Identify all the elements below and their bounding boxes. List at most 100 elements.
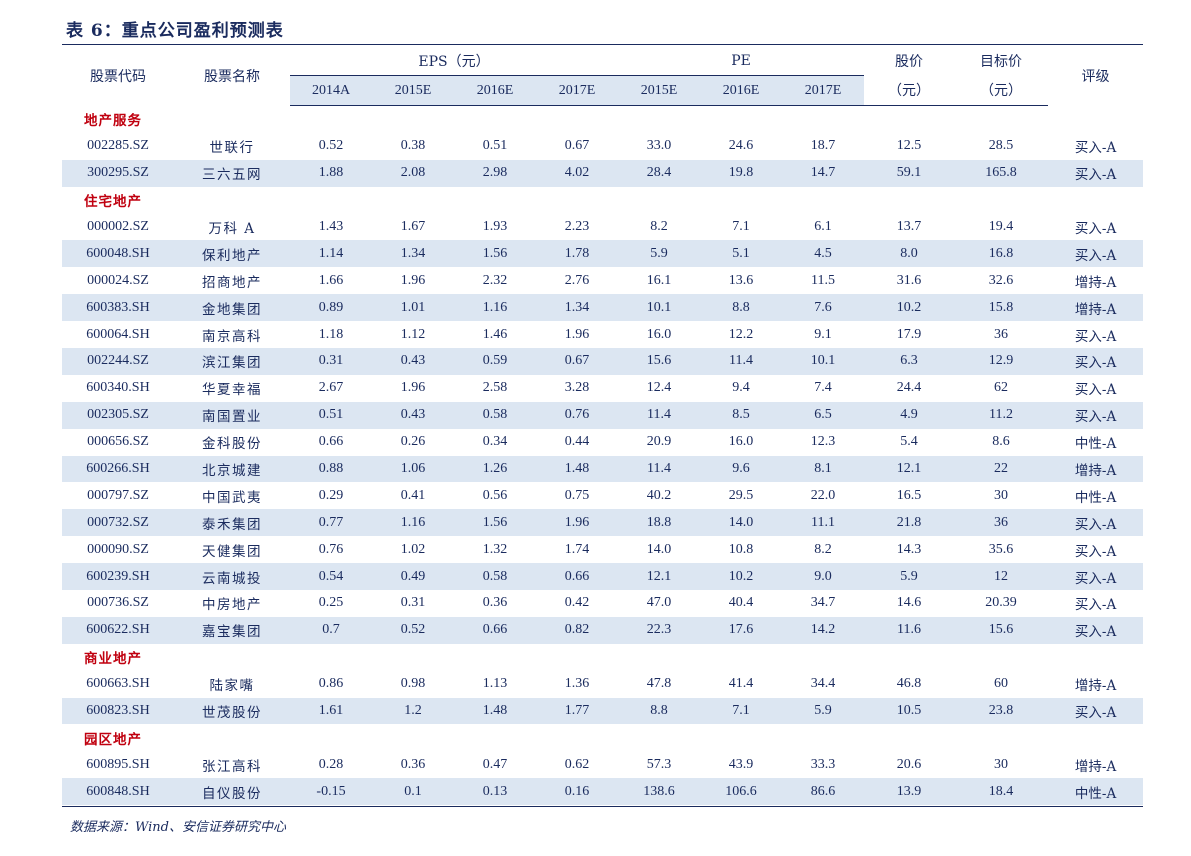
pe-2016e-cell: 10.8 xyxy=(728,541,754,557)
header-price-top: 股价 xyxy=(895,53,924,70)
stock-code-cell: 600064.SH xyxy=(86,326,150,342)
rating-cell: 买入-A xyxy=(1048,563,1144,591)
table-row: 000002.SZ 万科 A 1.43 1.67 1.93 2.23 8.2 7.1 6.1 13… xyxy=(62,214,1143,241)
eps-2017e-cell: 3.28 xyxy=(564,380,590,396)
table-row: 600048.SH 保利地产 1.14 1.34 1.56 1.78 5.9 5.1 4.5 8.… xyxy=(62,240,1144,268)
eps-2017e-cell: 4.02 xyxy=(536,159,619,187)
stock-name-cell: 招商地产 xyxy=(202,274,262,291)
eps-2014a-cell: 1.66 xyxy=(318,272,344,288)
rating-cell: 买入-A xyxy=(1048,240,1144,268)
pe-2016e-cell: 10.2 xyxy=(700,563,783,591)
pe-2016e-cell: 13.6 xyxy=(728,272,754,288)
forecast-table: 股票代码 股票名称 EPS（元） PE 股价 目标价 评级 2014A 2015… xyxy=(62,46,1144,806)
rating-cell: 买入-A xyxy=(1048,509,1144,537)
eps-2017e-cell: 1.36 xyxy=(564,676,590,692)
target-price-cell: 62 xyxy=(994,380,1009,396)
eps-2014a-cell: 1.88 xyxy=(290,159,372,187)
eps-2015e-cell: 1.16 xyxy=(372,509,454,537)
share-price-cell: 4.9 xyxy=(864,401,955,429)
stock-name-cell: 万科 A xyxy=(208,221,256,237)
eps-2017e-cell: 1.48 xyxy=(536,455,619,483)
stock-name-cell: 三六五网 xyxy=(174,159,290,187)
pe-2016e-cell: 106.6 xyxy=(700,778,783,806)
section-row: 住宅地产 xyxy=(62,187,1143,214)
eps-2017e-cell: 0.76 xyxy=(536,401,619,429)
eps-2016e-cell: 1.48 xyxy=(454,697,536,725)
table-row: 000656.SZ 金科股份 0.66 0.26 0.34 0.44 20.9 16.0 12.… xyxy=(62,429,1143,456)
target-price-cell: 23.8 xyxy=(954,697,1049,725)
stock-code-cell: 000002.SZ xyxy=(87,219,149,234)
table-row: 600340.SH 华夏幸福 2.67 1.96 2.58 3.28 12.4 9.4 7.4 2… xyxy=(62,375,1143,402)
target-price-cell: 16.8 xyxy=(954,240,1049,268)
stock-name-cell: 金科股份 xyxy=(202,436,262,453)
table-row: 002285.SZ 世联行 0.52 0.38 0.51 0.67 33.0 24.6 18.7… xyxy=(62,133,1143,160)
target-price-cell: 165.8 xyxy=(954,159,1049,187)
table-row: 000090.SZ 天健集团 0.76 1.02 1.32 1.74 14.0 10.8 8.2… xyxy=(62,536,1143,563)
eps-2015e-cell: 1.02 xyxy=(400,541,426,557)
target-price-cell: 28.5 xyxy=(988,138,1014,154)
rating-cell: 增持-A xyxy=(1074,274,1117,291)
rating-cell: 买入-A xyxy=(1048,401,1144,429)
rating-cell: 买入-A xyxy=(1074,221,1117,237)
target-price-cell: 22 xyxy=(954,455,1049,483)
pe-2017e-cell: 12.3 xyxy=(810,434,836,450)
pe-2015e-cell: 10.1 xyxy=(618,294,701,322)
pe-2017e-cell: 10.1 xyxy=(782,348,865,375)
stock-code-cell: 000736.SZ xyxy=(87,595,149,611)
pe-2017e-cell: 5.9 xyxy=(782,697,865,725)
eps-2017e-cell: 1.78 xyxy=(536,240,619,268)
share-price-cell: 59.1 xyxy=(864,159,955,187)
target-price-cell: 35.6 xyxy=(988,541,1014,557)
table-row: 002244.SZ 滨江集团 0.31 0.43 0.59 0.67 15.6 11.4 10.… xyxy=(62,348,1144,375)
eps-2016e-cell: 0.58 xyxy=(454,401,536,429)
eps-2017e-cell: 0.62 xyxy=(564,756,590,772)
pe-2016e-cell: 40.4 xyxy=(728,595,754,611)
share-price-cell: 12.5 xyxy=(896,138,922,154)
pe-2016e-cell: 43.9 xyxy=(728,756,754,772)
section-row: 园区地产 xyxy=(62,724,1143,751)
pe-2017e-cell: 6.1 xyxy=(814,219,832,234)
eps-2015e-cell: 1.06 xyxy=(372,455,454,483)
eps-2016e-cell: 1.56 xyxy=(454,509,536,537)
eps-2015e-cell: 0.43 xyxy=(372,348,454,375)
eps-2017e-cell: 0.67 xyxy=(536,348,619,375)
stock-code-cell: 000024.SZ xyxy=(87,272,149,288)
stock-name-cell: 南京高科 xyxy=(202,328,262,345)
eps-2016e-cell: 1.13 xyxy=(482,676,508,692)
stock-name-cell: 天健集团 xyxy=(202,543,262,560)
eps-2016e-cell: 2.32 xyxy=(482,272,508,288)
eps-2016e-cell: 0.51 xyxy=(482,138,508,154)
table-row: 600823.SH 世茂股份 1.61 1.2 1.48 1.77 8.8 7.1 5.9 10.… xyxy=(62,697,1144,725)
eps-2017e-cell: 1.96 xyxy=(536,509,619,537)
stock-code-cell: 000797.SZ xyxy=(87,487,149,503)
share-price-cell: 10.2 xyxy=(864,294,955,322)
header-pe: PE xyxy=(618,46,865,76)
eps-2014a-cell: 0.28 xyxy=(318,756,344,772)
rating-cell: 中性-A xyxy=(1074,489,1117,506)
eps-2015e-cell: 1.01 xyxy=(372,294,454,322)
eps-2015e-cell: 0.26 xyxy=(400,434,426,450)
eps-2017e-cell: 1.77 xyxy=(536,697,619,725)
stock-code-cell: 000090.SZ xyxy=(87,541,149,557)
target-price-cell: 30 xyxy=(994,487,1009,503)
stock-name-cell: 张江高科 xyxy=(202,758,262,775)
header-pe-year: 2015E xyxy=(618,75,701,106)
table-row: 600895.SH 张江高科 0.28 0.36 0.47 0.62 57.3 43.9 33.… xyxy=(62,751,1143,778)
share-price-cell: 11.6 xyxy=(864,616,955,644)
stock-code-cell: 000732.SZ xyxy=(62,509,174,537)
eps-2014a-cell: 0.66 xyxy=(318,434,344,450)
stock-code-cell: 600663.SH xyxy=(86,676,150,692)
pe-2017e-cell: 11.5 xyxy=(811,272,836,288)
eps-2016e-cell: 0.13 xyxy=(454,778,536,806)
eps-2014a-cell: 1.18 xyxy=(318,326,344,342)
eps-2017e-cell: 0.82 xyxy=(536,616,619,644)
pe-2016e-cell: 24.6 xyxy=(728,138,754,154)
stock-name-cell: 中房地产 xyxy=(202,597,262,614)
share-price-cell: 21.8 xyxy=(864,509,955,537)
stock-name-cell: 世联行 xyxy=(209,140,255,157)
stock-name-cell: 金地集团 xyxy=(174,294,290,322)
share-price-cell: 16.5 xyxy=(896,487,922,503)
section-title: 地产服务 xyxy=(84,113,142,130)
pe-2015e-cell: 40.2 xyxy=(646,487,672,503)
table-row: 000024.SZ 招商地产 1.66 1.96 2.32 2.76 16.1 13.6 11.… xyxy=(62,267,1143,294)
